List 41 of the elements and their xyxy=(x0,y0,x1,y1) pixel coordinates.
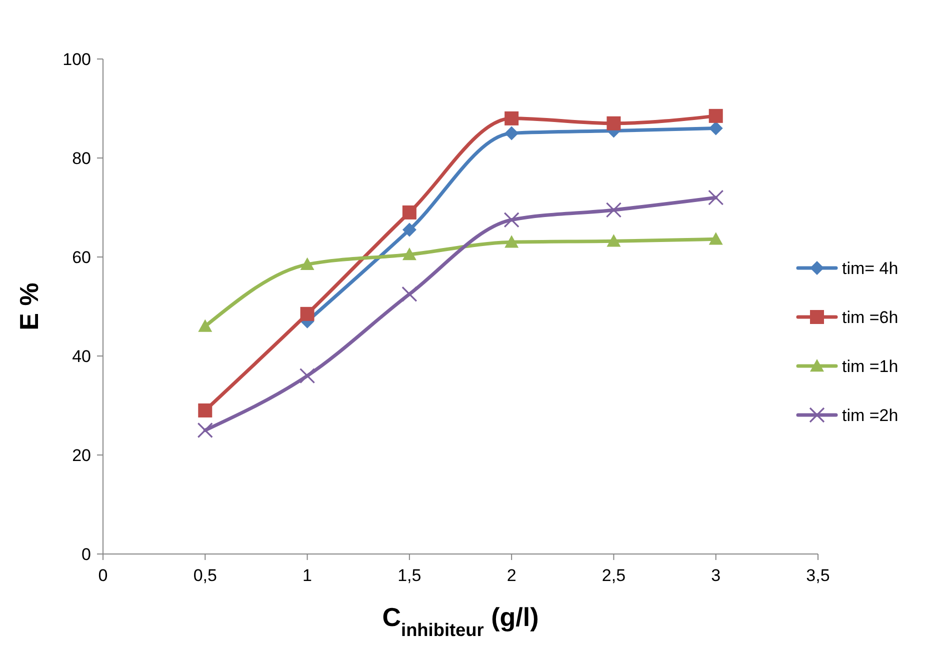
point xyxy=(299,368,316,384)
point xyxy=(300,257,314,270)
x-axis-title: C$_{inhibiteur}$ (g/l) xyxy=(382,602,539,640)
point xyxy=(708,108,723,123)
point xyxy=(606,116,621,130)
x-tick-label: 3,5 xyxy=(806,566,830,585)
x-tick-label: 1 xyxy=(302,566,312,585)
legend-label: tim =1h xyxy=(842,356,898,376)
y-tick-label: 100 xyxy=(62,50,91,69)
point xyxy=(708,232,723,245)
point xyxy=(198,403,212,418)
x-tick-label: 3 xyxy=(711,566,721,585)
x-tick-label: 0,5 xyxy=(193,566,217,585)
point xyxy=(504,111,519,126)
point xyxy=(606,202,622,218)
x-tick-label: 2,5 xyxy=(602,566,626,585)
point xyxy=(402,286,418,302)
x-tick-label: 0 xyxy=(98,566,108,585)
point xyxy=(606,234,621,247)
point xyxy=(402,248,416,260)
legend-label: tim =2h xyxy=(842,406,898,425)
y-tick-label: 40 xyxy=(72,346,91,366)
y-tick-label: 20 xyxy=(72,446,91,465)
point xyxy=(504,126,519,140)
y-tick-label: 80 xyxy=(72,148,91,168)
point xyxy=(197,422,213,438)
y-tick-label: 60 xyxy=(72,248,91,267)
point xyxy=(402,205,416,220)
point xyxy=(708,121,723,136)
x-tick-label: 1,5 xyxy=(398,566,422,585)
point xyxy=(402,222,416,237)
y-tick-label: 0 xyxy=(82,544,91,564)
point xyxy=(300,306,314,321)
legend-label: tim= 4h xyxy=(842,258,898,278)
y-axis-title: E % xyxy=(14,282,44,330)
point xyxy=(504,212,520,228)
x-tick-label: 2 xyxy=(506,566,516,585)
point xyxy=(708,190,724,206)
point xyxy=(198,319,212,332)
legend-label: tim =6h xyxy=(842,308,898,327)
point xyxy=(504,235,519,248)
